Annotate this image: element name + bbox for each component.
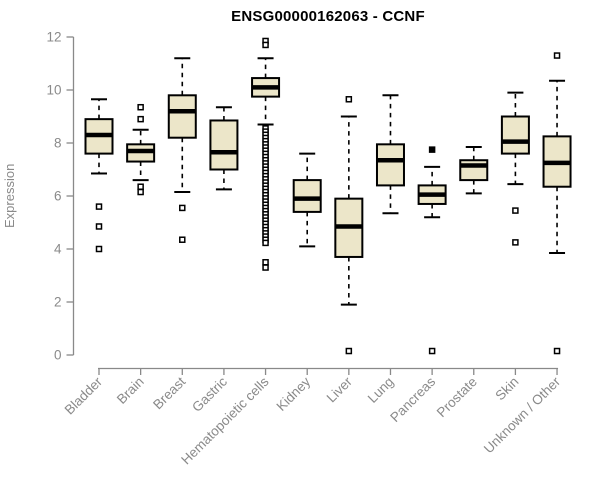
boxplot-bladder bbox=[84, 98, 114, 253]
outlier-bladder bbox=[95, 245, 103, 253]
x-axis-label-lung: Lung bbox=[365, 374, 397, 406]
y-tick-label-2: 2 bbox=[54, 295, 62, 310]
boxplot-brain bbox=[126, 103, 156, 196]
x-axis-label-liver: Liver bbox=[324, 374, 356, 406]
boxplot-skin bbox=[500, 91, 530, 246]
iqr-box-skin bbox=[500, 115, 530, 155]
y-tick-label-8: 8 bbox=[54, 136, 62, 151]
outlier-hematopoietic-cells bbox=[262, 259, 269, 266]
boxplot-breast bbox=[167, 57, 197, 243]
x-axis-label-skin: Skin bbox=[492, 374, 521, 403]
y-tick-label-4: 4 bbox=[54, 242, 62, 257]
iqr-box-prostate bbox=[459, 159, 489, 182]
boxplot-liver bbox=[334, 96, 364, 355]
x-axis-label-breast: Breast bbox=[150, 374, 188, 412]
outlier-breast bbox=[179, 236, 186, 243]
x-axis-label-kidney: Kidney bbox=[274, 374, 314, 414]
iqr-box-kidney bbox=[292, 179, 322, 213]
outlier-brain bbox=[137, 103, 144, 111]
outlier-brain bbox=[137, 188, 144, 196]
outlier-liver bbox=[345, 96, 353, 103]
outlier-unknown-other bbox=[553, 52, 561, 59]
outlier-skin bbox=[512, 239, 519, 246]
boxplot-prostate bbox=[459, 145, 489, 195]
outlier-brain bbox=[137, 183, 144, 190]
boxplot-lung bbox=[375, 94, 405, 215]
chart-title: ENSG00000162063 - CCNF bbox=[231, 8, 425, 25]
outlier-breast bbox=[179, 204, 186, 212]
iqr-box-gastric bbox=[209, 119, 239, 171]
x-axis-label-prostate: Prostate bbox=[434, 374, 480, 420]
iqr-box-lung bbox=[375, 143, 405, 187]
outlier-hematopoietic-cells bbox=[262, 239, 269, 247]
outlier-pancreas bbox=[428, 347, 436, 355]
x-axis-label-pancreas: Pancreas bbox=[387, 374, 438, 425]
x-axis-label-gastric: Gastric bbox=[189, 374, 230, 415]
boxplot-unknown-other bbox=[542, 52, 572, 355]
outlier-pancreas bbox=[428, 146, 436, 153]
outlier-hematopoietic-cells bbox=[262, 264, 269, 271]
x-axis-label-bladder: Bladder bbox=[62, 374, 106, 418]
outlier-bladder bbox=[95, 203, 103, 210]
outlier-skin bbox=[512, 207, 519, 214]
boxplot-gastric bbox=[209, 106, 239, 191]
outlier-bladder bbox=[95, 223, 103, 230]
boxplot-hematopoietic-cells bbox=[251, 37, 281, 271]
x-axis-label-brain: Brain bbox=[114, 374, 147, 407]
iqr-box-breast bbox=[167, 94, 197, 139]
outlier-liver bbox=[345, 347, 353, 355]
boxplot-kidney bbox=[292, 152, 322, 248]
y-tick-label-12: 12 bbox=[46, 30, 61, 45]
outlier-hematopoietic-cells bbox=[262, 41, 269, 49]
boxplot-pancreas bbox=[417, 146, 447, 355]
y-tick-label-6: 6 bbox=[54, 189, 62, 204]
y-tick-label-0: 0 bbox=[54, 348, 62, 363]
outlier-brain bbox=[137, 115, 144, 123]
x-axis-label-unknown-other: Unknown / Other bbox=[481, 374, 564, 457]
outlier-unknown-other bbox=[553, 347, 561, 355]
y-tick-label-10: 10 bbox=[46, 83, 61, 98]
